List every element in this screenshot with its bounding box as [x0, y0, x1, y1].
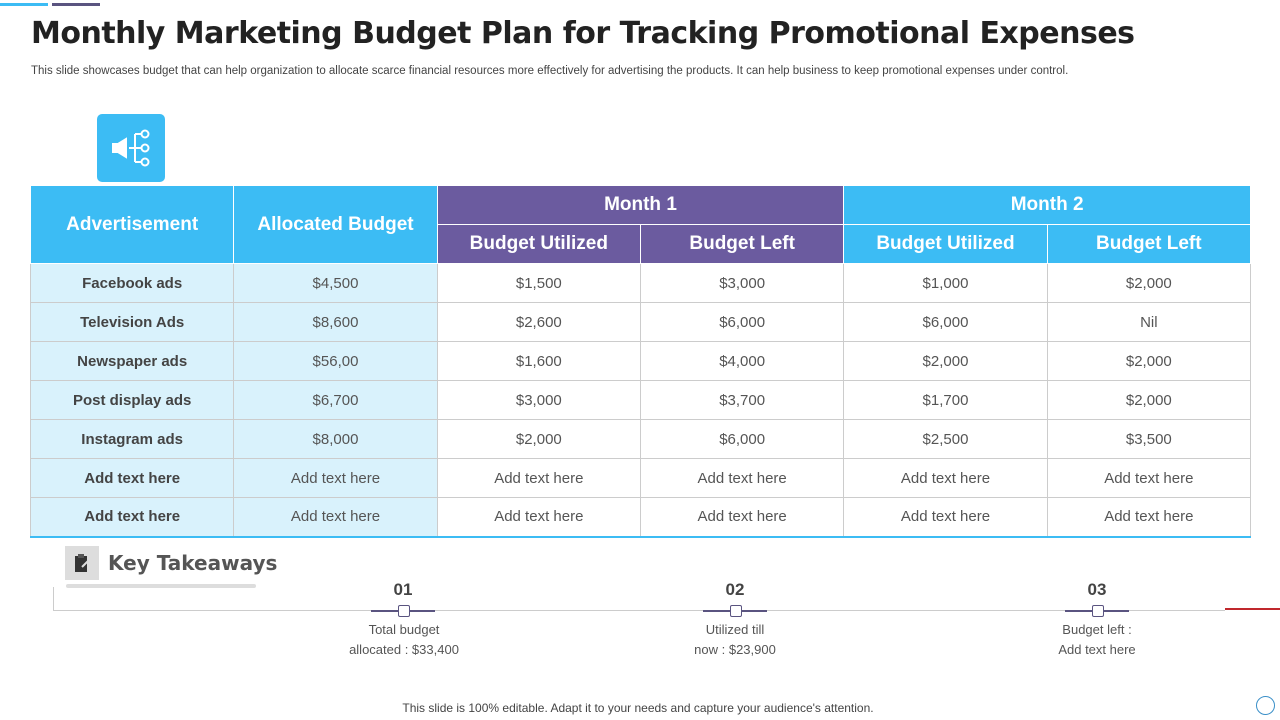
step-line: Total budget [368, 622, 440, 637]
timeline-marker [703, 605, 767, 617]
timeline-end-accent [1225, 608, 1280, 610]
value-cell: Add text here [436, 497, 641, 538]
footer-note: This slide is 100% editable. Adapt it to… [402, 701, 874, 715]
value-cell: Add text here [843, 458, 1048, 498]
timeline-marker [1065, 605, 1129, 617]
step-number: 01 [393, 580, 413, 599]
value-cell: Add text here [233, 458, 438, 498]
header-allocated-budget: Allocated Budget [233, 185, 438, 264]
value-cell: $1,500 [436, 263, 641, 303]
value-cell: Add text here [233, 497, 438, 538]
table-row: Add text here Add text here Add text here A… [29, 458, 1252, 498]
top-accent-blue [0, 3, 48, 6]
ad-name-cell: Instagram ads [29, 419, 235, 459]
table-row: Newspaper ads $56,00 $1,600 $4,000 $2,000 $2,… [29, 341, 1252, 381]
header-advertisement: Advertisement [29, 185, 235, 264]
ad-name-cell: Add text here [29, 497, 235, 538]
value-cell: $2,000 [436, 419, 641, 459]
value-cell: $8,600 [233, 302, 438, 342]
ad-name-cell: Add text here [29, 458, 235, 498]
table-row: Facebook ads $4,500 $1,500 $3,000 $1,000 $2,0… [29, 263, 1252, 303]
ad-name-cell: Post display ads [29, 380, 235, 420]
value-cell: $2,500 [843, 419, 1048, 459]
table-row: Post display ads $6,700 $3,000 $3,700 $1,700… [29, 380, 1252, 420]
value-cell: $4,500 [233, 263, 438, 303]
key-takeaways-title: Key Takeaways [108, 551, 278, 575]
step-number: 03 [1087, 580, 1107, 599]
step-text: Total budget allocated : $33,400 [304, 620, 504, 660]
value-cell: $3,000 [436, 380, 641, 420]
value-cell: Nil [1046, 302, 1252, 342]
value-cell: $4,000 [639, 341, 845, 381]
value-cell: Add text here [843, 497, 1048, 538]
value-cell: $3,700 [639, 380, 845, 420]
value-cell: $56,00 [233, 341, 438, 381]
value-cell: $1,600 [436, 341, 641, 381]
step-line: Add text here [1058, 642, 1136, 657]
value-cell: Add text here [1046, 497, 1252, 538]
value-cell: $2,000 [1046, 341, 1252, 381]
page-title: Monthly Marketing Budget Plan for Tracki… [31, 16, 1135, 51]
step-text: Utilized till now : $23,900 [635, 620, 835, 660]
timeline-marker [371, 605, 435, 617]
timeline-line [53, 610, 1225, 611]
value-cell: $3,000 [639, 263, 845, 303]
value-cell: $1,700 [843, 380, 1048, 420]
value-cell: Add text here [436, 458, 641, 498]
value-cell: $2,000 [843, 341, 1048, 381]
step-line: Budget left : [1062, 622, 1132, 637]
value-cell: $6,000 [639, 419, 845, 459]
value-cell: $3,500 [1046, 419, 1252, 459]
ad-name-cell: Newspaper ads [29, 341, 235, 381]
budget-table: Advertisement Allocated Budget Month 1 M… [29, 185, 1252, 538]
step-line: allocated : $33,400 [349, 642, 459, 657]
table-row: Add text here Add text here Add text here A… [29, 497, 1252, 538]
value-cell: $2,000 [1046, 380, 1252, 420]
step-text: Budget left : Add text here [997, 620, 1197, 660]
top-accent-purple [52, 3, 100, 6]
step-number: 02 [725, 580, 745, 599]
table-row: Television Ads $8,600 $2,600 $6,000 $6,000 Ni… [29, 302, 1252, 342]
takeaways-underline [66, 584, 256, 588]
value-cell: $8,000 [233, 419, 438, 459]
step-line: Utilized till [705, 622, 765, 637]
value-cell: Add text here [639, 458, 845, 498]
header-m2-utilized: Budget Utilized [843, 224, 1048, 264]
clipboard-icon [65, 546, 99, 580]
table-row: Instagram ads $8,000 $2,000 $6,000 $2,500 $3,… [29, 419, 1252, 459]
header-month-1: Month 1 [436, 185, 845, 225]
circle-icon [1256, 696, 1275, 715]
value-cell: $1,000 [843, 263, 1048, 303]
value-cell: $2,600 [436, 302, 641, 342]
megaphone-network-icon [97, 114, 165, 182]
value-cell: $6,700 [233, 380, 438, 420]
header-m1-utilized: Budget Utilized [436, 224, 641, 264]
bracket-line [53, 587, 54, 611]
ad-name-cell: Television Ads [29, 302, 235, 342]
value-cell: $6,000 [843, 302, 1048, 342]
header-month-2: Month 2 [843, 185, 1251, 225]
value-cell: Add text here [1046, 458, 1252, 498]
ad-name-cell: Facebook ads [29, 263, 235, 303]
header-m1-left: Budget Left [639, 224, 845, 264]
value-cell: $6,000 [639, 302, 845, 342]
header-m2-left: Budget Left [1046, 224, 1252, 264]
page-subtitle: This slide showcases budget that can hel… [31, 65, 1069, 77]
step-line: now : $23,900 [694, 642, 776, 657]
value-cell: Add text here [639, 497, 845, 538]
value-cell: $2,000 [1046, 263, 1252, 303]
